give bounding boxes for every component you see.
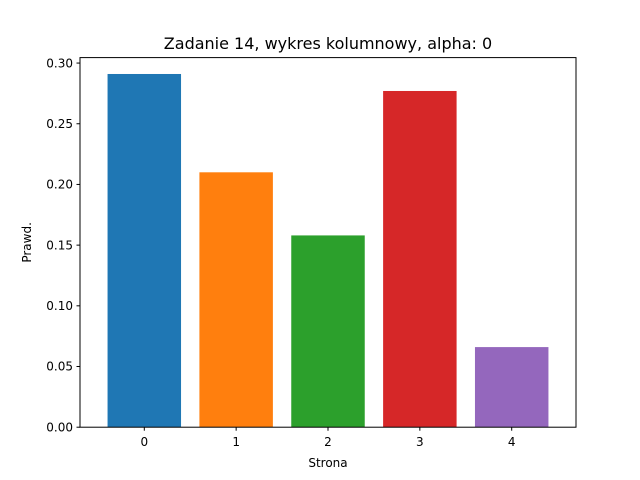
y-axis-label: Prawd. <box>20 222 34 263</box>
bar-2 <box>291 235 365 428</box>
x-tick-label: 2 <box>324 435 332 449</box>
x-axis-label: Strona <box>308 456 347 470</box>
y-tick-label: 0.05 <box>46 360 73 374</box>
y-tick-label: 0.30 <box>46 56 73 70</box>
y-tick-label: 0.20 <box>46 178 73 192</box>
plot-frame <box>79 57 577 428</box>
bar-3 <box>383 90 457 428</box>
x-tick-label: 1 <box>232 435 240 449</box>
x-tick-label: 0 <box>140 435 148 449</box>
x-tick-label: 3 <box>416 435 424 449</box>
y-tick-label: 0.00 <box>46 420 73 434</box>
bar-1 <box>199 172 273 428</box>
x-axis-ticks: 0 1 2 3 4 <box>140 427 516 449</box>
bar-0 <box>107 73 182 428</box>
y-tick-label: 0.25 <box>46 117 73 131</box>
y-tick-label: 0.10 <box>46 299 73 313</box>
bar-4 <box>474 347 549 428</box>
x-tick-label: 4 <box>508 435 516 449</box>
bars-group <box>107 73 549 428</box>
y-tick-label: 0.15 <box>46 238 73 252</box>
chart-title: Zadanie 14, wykres kolumnowy, alpha: 0 <box>164 34 492 53</box>
y-axis-ticks: 0.00 0.05 0.10 0.15 0.20 0.25 0.30 <box>46 56 80 434</box>
